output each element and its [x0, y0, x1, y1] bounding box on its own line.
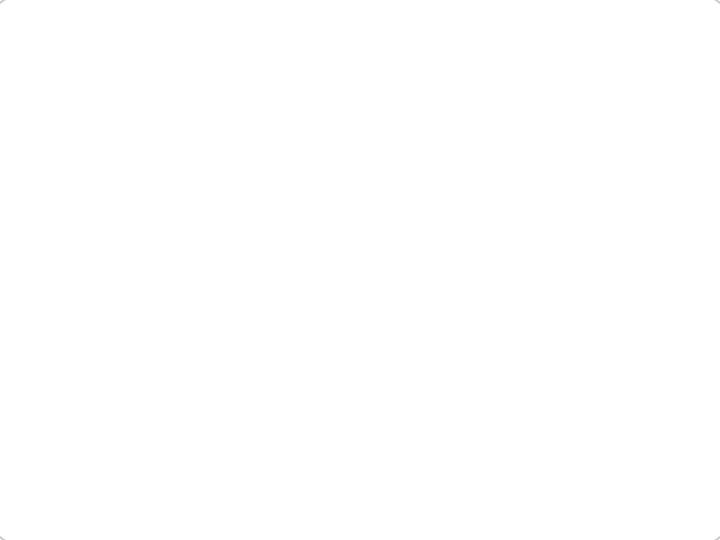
Text: When proteins appear in urine in detectable amounts, it: When proteins appear in urine in detecta…	[19, 363, 626, 383]
Text: methods.: methods.	[19, 167, 121, 187]
Text: proteins may be excreted per day in urine.: proteins may be excreted per day in urin…	[62, 233, 523, 253]
Text: a) Increased glomerular permeability: a) Increased glomerular permeability	[19, 428, 420, 448]
Text: Clinical Significance: Clinical Significance	[148, 26, 508, 60]
Text: □: □	[19, 265, 40, 285]
Text: c) Increased secretion of proteins: c) Increased secretion of proteins	[19, 494, 379, 514]
Text: synonymously.: synonymously.	[62, 330, 221, 350]
Text: Under certain conditions, as much as 20 G or more: Under certain conditions, as much as 20 …	[41, 200, 592, 220]
Text: Interpretation-: Interpretation-	[19, 70, 200, 90]
Text: is called proteinuria. It can be caused by-: is called proteinuria. It can be caused …	[19, 396, 464, 416]
Text: Insignificant amounts of proteins are: Insignificant amounts of proteins are	[135, 70, 538, 90]
Text: d) Increased concentration of low molecular weight: d) Increased concentration of low molecu…	[19, 526, 573, 540]
Text: mg/dl. This small amount is not detectable by routine: mg/dl. This small amount is not detectab…	[19, 135, 598, 155]
Text: The most common type of proteinuria is albuminuria;: The most common type of proteinuria is a…	[41, 265, 618, 285]
Text: b) Reduced tubular reabsorption: b) Reduced tubular reabsorption	[19, 461, 370, 481]
Text: □: □	[19, 200, 40, 220]
Text: hence proteinuria and albuminuria are used: hence proteinuria and albuminuria are us…	[62, 298, 536, 318]
Text: d) Increased concentration of low molecular weight: d) Increased concentration of low molecu…	[19, 526, 573, 540]
Text: excreted in urine in normal health not exceeding 20-80: excreted in urine in normal health not e…	[19, 102, 615, 122]
